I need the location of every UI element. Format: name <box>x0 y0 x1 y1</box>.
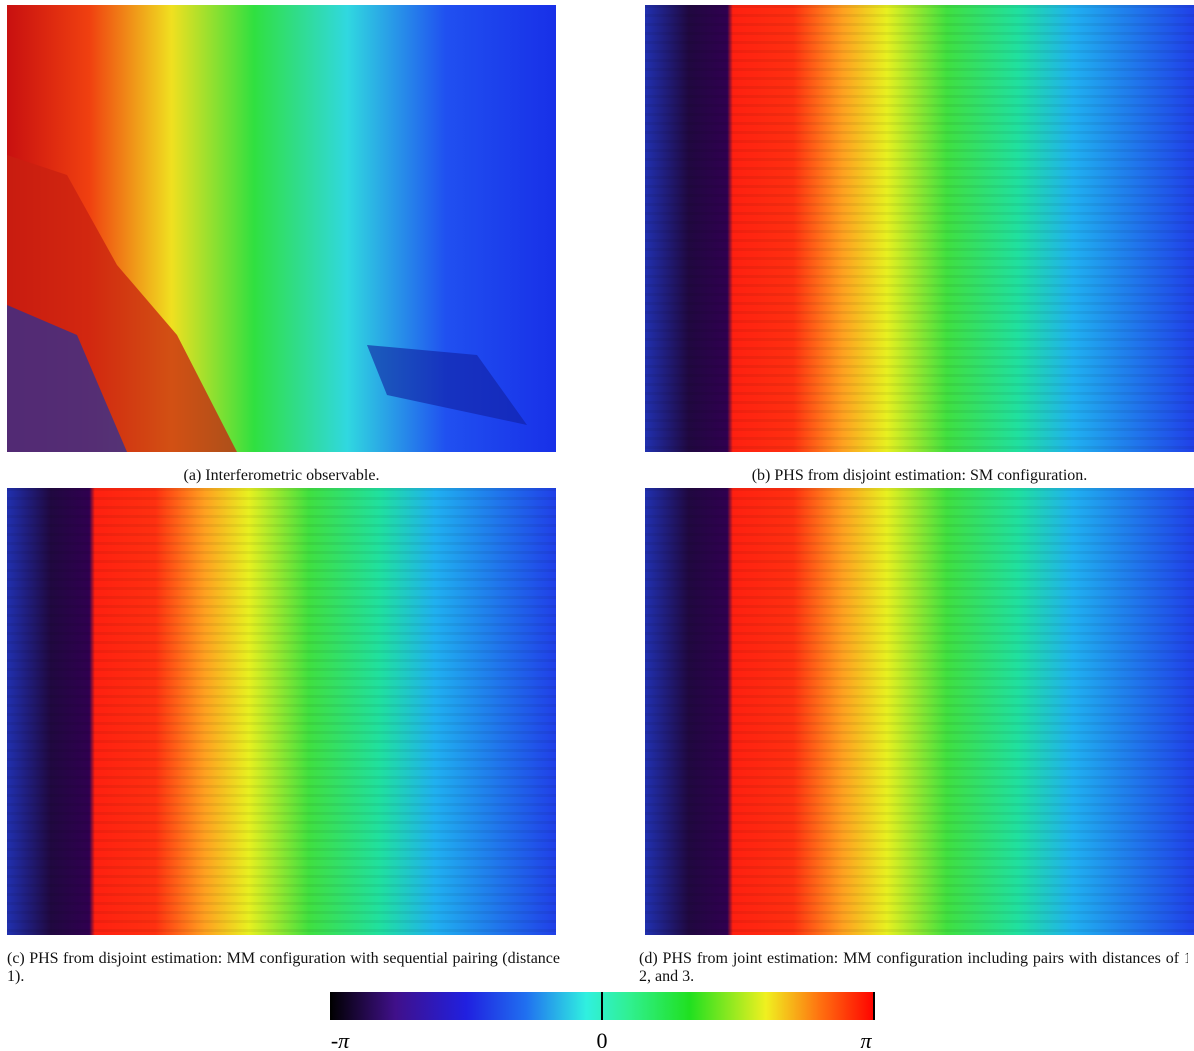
caption: (d) PHS from joint estimation: MM config… <box>639 950 1188 986</box>
image-b <box>645 5 1194 452</box>
image-a <box>7 5 556 452</box>
colorbar-label: 0 <box>596 1028 608 1051</box>
image-c <box>7 488 556 935</box>
colorbar <box>330 992 875 1020</box>
caption: (a) Interferometric observable. <box>183 467 380 484</box>
colorbar-label: π <box>860 1028 872 1051</box>
colorbar-label: -π <box>330 1028 350 1051</box>
caption: (b) PHS from disjoint estimation: SM con… <box>751 467 1088 484</box>
caption-text: (d) PHS from joint estimation: MM config… <box>639 950 1188 985</box>
caption: (c) PHS from disjoint estimation: MM con… <box>7 950 560 985</box>
image-d <box>645 488 1194 935</box>
